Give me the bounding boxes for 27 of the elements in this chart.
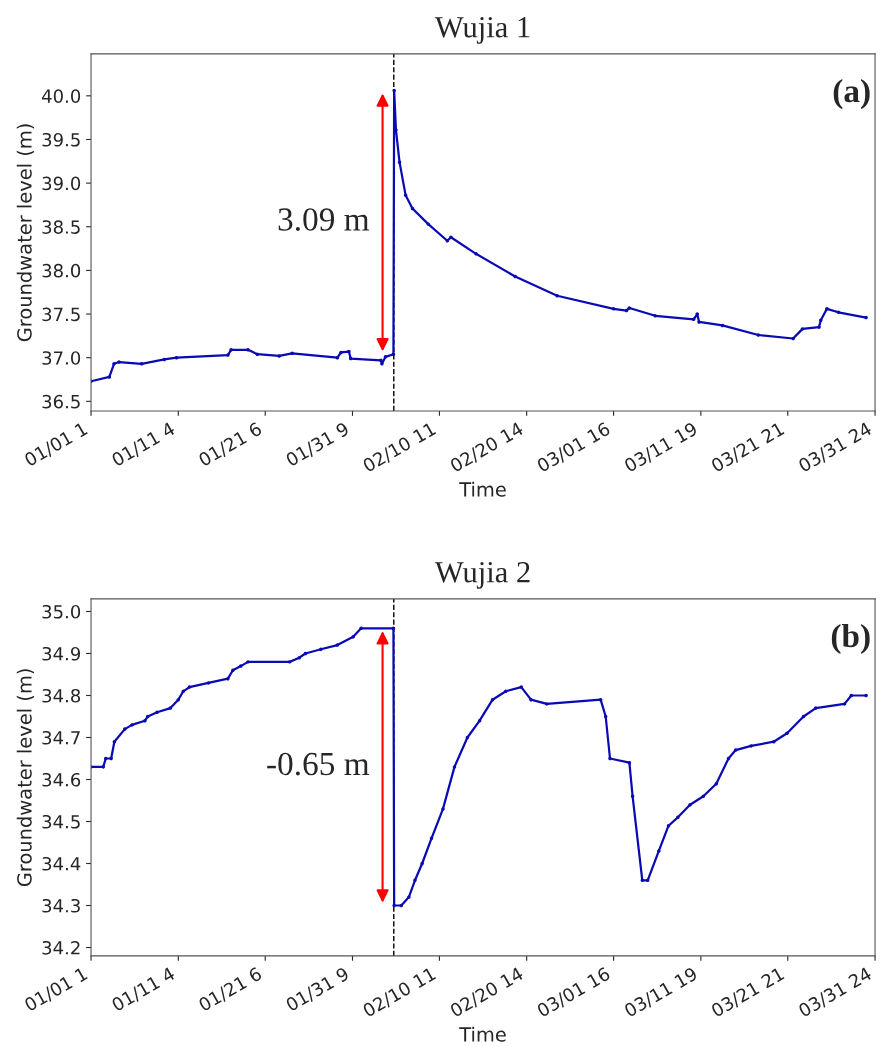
y-tick-label: 34.7 [42, 730, 80, 745]
y-tick-label: 34.6 [42, 772, 81, 787]
y-axis-title: Groundwater level (m) [16, 124, 35, 342]
annotation: (b) [831, 623, 870, 655]
chart-title: Wujia 2 [434, 561, 530, 589]
y-tick-label: 34.9 [42, 646, 81, 661]
y-tick-label: 34.3 [42, 898, 80, 913]
x-axis-title: Time [459, 481, 506, 497]
y-tick-label: 35.0 [42, 604, 81, 619]
y-axis-title: Groundwater level (m) [16, 669, 35, 887]
y-tick-label: 34.8 [42, 688, 81, 703]
y-tick-label: 34.2 [42, 940, 80, 955]
y-tick-label: 37.0 [42, 351, 81, 365]
y-tick-label: 40.0 [41, 89, 81, 103]
y-tick-label: 34.4 [42, 856, 81, 871]
y-tick-label: 39.0 [42, 176, 81, 191]
y-tick-label: 36.5 [42, 394, 80, 409]
y-tick-label: 34.5 [42, 814, 80, 829]
annotation: (a) [833, 78, 870, 110]
annotation: 3.09 m [278, 208, 370, 231]
x-axis-title: Time [459, 1026, 506, 1042]
chart-title: Wujia 1 [434, 17, 530, 44]
y-tick-label: 37.5 [42, 307, 80, 322]
annotation: -0.65 m [267, 752, 370, 776]
y-tick-label: 39.5 [42, 132, 80, 147]
y-tick-label: 38.0 [42, 263, 81, 278]
y-tick-label: 38.5 [42, 220, 80, 234]
